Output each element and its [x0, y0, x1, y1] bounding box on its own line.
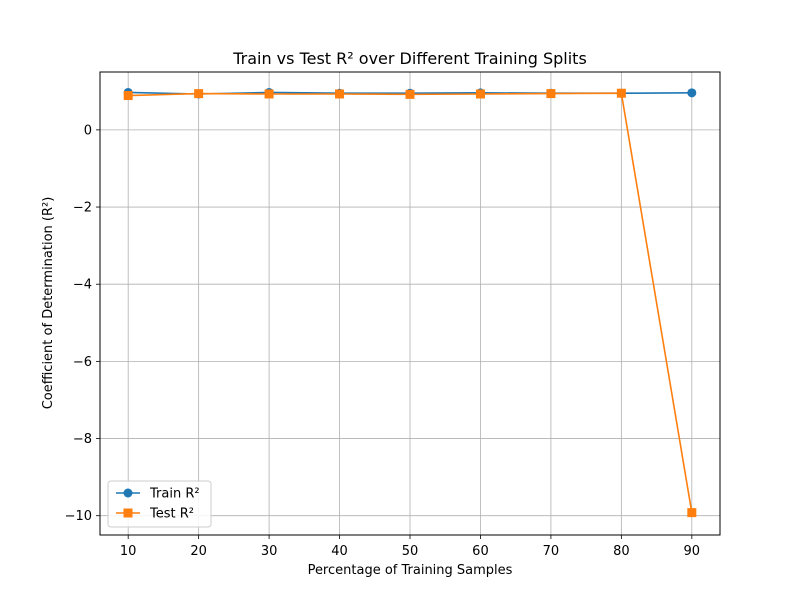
legend-label: Train R²	[149, 487, 200, 502]
test-point	[546, 89, 556, 99]
grid	[100, 72, 720, 535]
x-tick-label: 30	[261, 544, 278, 559]
x-tick-label: 90	[684, 544, 701, 559]
test-point	[616, 88, 626, 98]
test-point	[264, 89, 274, 99]
x-tick-label: 80	[613, 544, 630, 559]
legend: Train R² Test R²	[107, 480, 212, 528]
y-tick-label: 0	[84, 123, 92, 138]
x-tick-label: 10	[120, 544, 137, 559]
legend-marker	[123, 508, 133, 518]
train-point	[687, 88, 697, 98]
test-point	[687, 508, 697, 518]
test-point	[475, 89, 485, 99]
x-tick-label: 60	[472, 544, 489, 559]
x-tick-label: 40	[331, 544, 348, 559]
y-tick-label: −2	[73, 201, 92, 216]
x-tick-label: 50	[402, 544, 419, 559]
chart-title: Train vs Test R² over Different Training…	[232, 49, 587, 68]
x-tick-label: 20	[190, 544, 207, 559]
y-tick-label: −4	[73, 278, 92, 293]
y-tick-label: −10	[65, 509, 92, 524]
y-tick-label: −8	[73, 432, 92, 447]
y-axis-title: Coefficient of Determination (R²)	[41, 197, 56, 410]
series-layer	[123, 87, 697, 518]
test-point	[335, 89, 345, 99]
test-point	[405, 89, 415, 99]
test-point	[194, 89, 204, 99]
test-point	[123, 91, 133, 101]
x-tick-label: 70	[543, 544, 560, 559]
legend-marker	[123, 488, 133, 498]
x-axis-title: Percentage of Training Samples	[308, 563, 513, 578]
y-tick-label: −6	[73, 355, 92, 370]
legend-label: Test R²	[149, 507, 194, 522]
ticks: 10 20 30 40 50 60 70 80 90 0 −2 −4 −6 −8 −10	[65, 123, 701, 559]
